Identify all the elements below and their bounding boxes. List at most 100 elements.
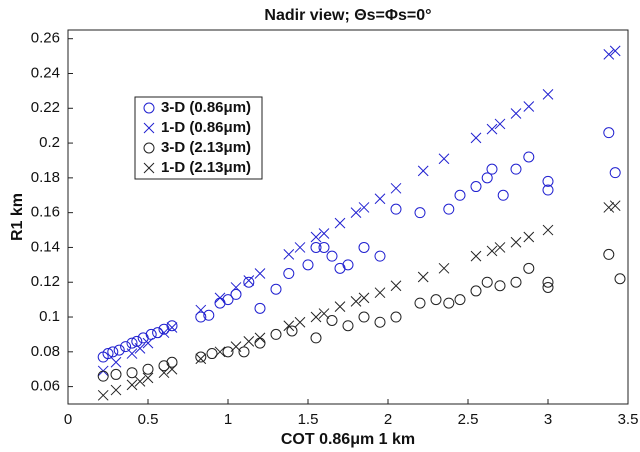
cross-marker — [350, 296, 362, 307]
y-tick-label: 0.06 — [31, 378, 60, 395]
y-tick-label: 0.24 — [31, 64, 60, 81]
x-tick-label: 3.5 — [618, 411, 639, 428]
cross-marker — [470, 250, 482, 262]
cross-marker — [494, 242, 506, 253]
circle-marker — [486, 163, 498, 175]
circle-marker — [107, 346, 119, 358]
cross-marker — [166, 322, 178, 333]
circle-marker — [126, 337, 138, 349]
cross-marker — [230, 282, 242, 293]
cross-marker — [166, 363, 178, 375]
circle-marker — [494, 280, 506, 292]
circle-marker — [542, 175, 554, 187]
x-tick-label: 0.5 — [138, 411, 159, 428]
cross-marker — [310, 311, 322, 323]
cross-marker — [494, 118, 506, 130]
cross-marker — [126, 348, 138, 359]
circle-marker — [342, 320, 354, 332]
cross-marker — [126, 379, 138, 391]
cross-marker — [243, 336, 255, 347]
circle-marker — [342, 259, 354, 271]
cross-marker — [283, 320, 295, 332]
circle-marker — [390, 203, 402, 215]
circle-marker — [326, 250, 338, 262]
x-tick-label: 3 — [544, 411, 552, 428]
circle-marker — [414, 207, 426, 219]
cross-marker — [158, 327, 170, 339]
circle-marker — [390, 311, 402, 323]
cross-marker — [603, 202, 615, 213]
cross-marker — [97, 389, 109, 401]
cross-marker — [523, 101, 535, 112]
circle-marker — [166, 356, 178, 368]
circle-marker — [283, 268, 295, 280]
cross-marker — [470, 132, 482, 144]
cross-marker — [350, 207, 362, 219]
circle-marker — [152, 327, 164, 339]
circle-marker — [145, 328, 157, 340]
legend-label: 1-D (0.86μm) — [161, 119, 251, 136]
circle-marker — [222, 294, 234, 306]
cross-marker — [334, 301, 346, 312]
cross-marker — [486, 123, 498, 135]
cross-marker — [158, 367, 170, 379]
circle-marker — [302, 259, 314, 271]
y-tick-label: 0.16 — [31, 204, 60, 221]
circle-marker — [414, 297, 426, 309]
circle-marker — [542, 184, 554, 196]
circle-marker — [126, 367, 138, 379]
cross-marker — [142, 372, 154, 384]
circle-marker — [110, 368, 122, 380]
cross-marker — [542, 89, 554, 100]
cross-marker — [143, 122, 155, 134]
circle-marker — [603, 248, 615, 260]
legend-label: 3-D (2.13μm) — [161, 139, 251, 156]
cross-marker — [523, 231, 535, 243]
cross-marker — [417, 165, 429, 177]
circle-marker — [142, 363, 154, 375]
cross-marker — [214, 346, 226, 358]
circle-marker — [523, 262, 535, 274]
cross-marker — [374, 287, 386, 299]
cross-marker — [195, 304, 207, 316]
circle-marker — [374, 250, 386, 262]
circle-marker — [374, 316, 386, 328]
y-tick-label: 0.1 — [39, 308, 60, 325]
circle-marker — [614, 273, 626, 285]
circle-marker — [243, 276, 255, 288]
cross-marker — [254, 268, 266, 279]
circle-marker — [310, 241, 322, 253]
circle-marker — [481, 276, 493, 288]
x-axis-label: COT 0.86μm 1 km — [281, 431, 415, 448]
circle-marker — [318, 241, 330, 253]
cross-marker — [283, 249, 295, 260]
circle-marker — [270, 283, 282, 295]
cross-marker — [374, 193, 386, 205]
circle-marker — [166, 320, 178, 332]
y-axis-label: R1 km — [9, 193, 26, 241]
circle-marker — [470, 285, 482, 297]
circle-marker — [510, 163, 522, 175]
circle-marker — [195, 311, 207, 323]
circle-marker — [270, 328, 282, 340]
circle-marker — [113, 344, 125, 356]
y-tick-label: 0.2 — [39, 134, 60, 151]
y-tick-label: 0.12 — [31, 273, 60, 290]
y-tick-label: 0.18 — [31, 169, 60, 186]
circle-marker — [542, 276, 554, 288]
y-tick-label: 0.22 — [31, 99, 60, 116]
y-tick-label: 0.08 — [31, 343, 60, 360]
circle-marker — [326, 315, 338, 327]
x-tick-label: 1.5 — [298, 411, 319, 428]
circle-marker — [481, 172, 493, 184]
circle-marker — [286, 325, 298, 337]
y-tick-label: 0.26 — [31, 30, 60, 47]
circle-marker — [603, 127, 615, 139]
circle-marker — [454, 294, 466, 306]
circle-marker — [470, 181, 482, 193]
cross-marker — [542, 224, 554, 236]
circle-marker — [254, 302, 266, 314]
cross-marker — [609, 45, 621, 57]
